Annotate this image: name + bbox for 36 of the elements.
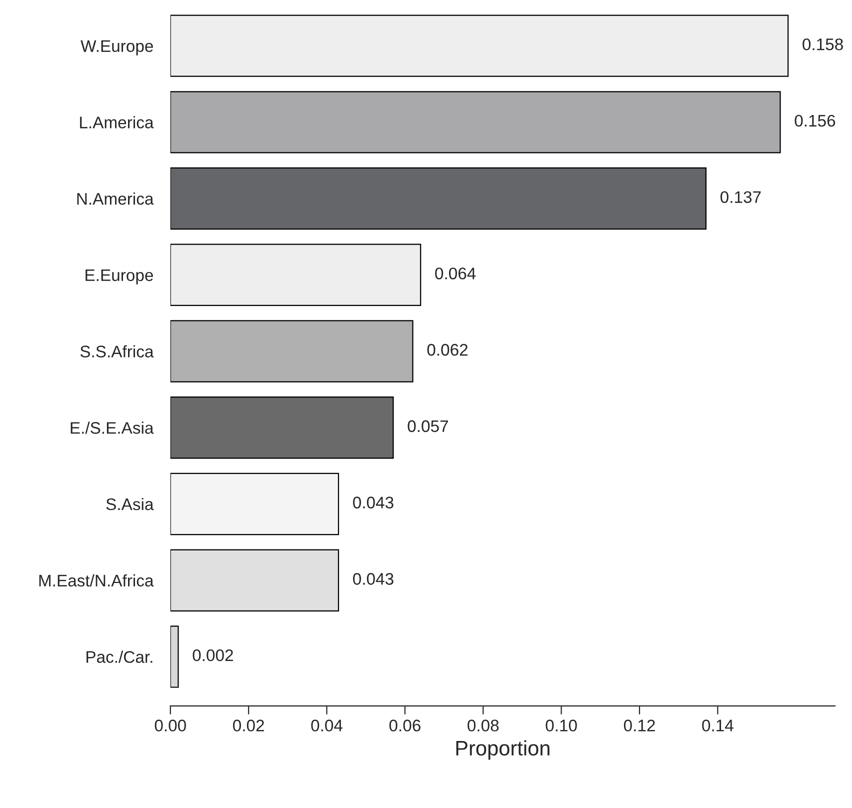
bar	[170, 320, 414, 382]
y-tick-label: E./S.E.Asia	[70, 422, 154, 434]
y-tick-label: S.S.Africa	[80, 345, 154, 358]
y-tick-label: E.Europe	[86, 269, 153, 284]
y-tick-label: L.America	[80, 116, 154, 128]
data-label: 0.062	[427, 344, 468, 356]
x-tick-label: 0.10	[546, 720, 577, 732]
x-tick-label: 0.08	[468, 720, 499, 732]
bar	[170, 472, 340, 536]
bar	[170, 91, 781, 154]
data-label: 0.156	[794, 114, 836, 127]
y-tick-label: M.East/N.Africa	[39, 574, 154, 587]
x-tick-label: 0.14	[702, 720, 734, 732]
data-label: 0.064	[435, 268, 476, 280]
data-label: 0.158	[802, 38, 843, 50]
data-label: 0.043	[353, 496, 394, 508]
bar	[170, 549, 340, 612]
bar	[170, 626, 179, 688]
data-label: 0.057	[408, 420, 448, 432]
x-axis-title: Proportion	[456, 740, 550, 760]
bar	[170, 167, 707, 230]
y-tick-label: Pac./Car.	[86, 650, 152, 663]
y-tick-label: N.America	[77, 192, 154, 205]
data-label: 0.002	[192, 649, 233, 662]
y-tick-label: S.Asia	[106, 498, 154, 510]
bar	[170, 396, 394, 459]
x-tick-label: 0.04	[311, 720, 342, 732]
data-label: 0.043	[353, 573, 394, 585]
bar	[170, 14, 789, 77]
bar	[170, 244, 422, 306]
y-tick-label: W.Europe	[80, 40, 153, 56]
x-tick-label: 0.00	[154, 720, 186, 732]
data-label: 0.137	[720, 191, 761, 204]
x-tick-label: 0.06	[389, 720, 420, 732]
x-tick-label: 0.12	[624, 720, 655, 732]
x-tick-label: 0.02	[233, 720, 264, 732]
